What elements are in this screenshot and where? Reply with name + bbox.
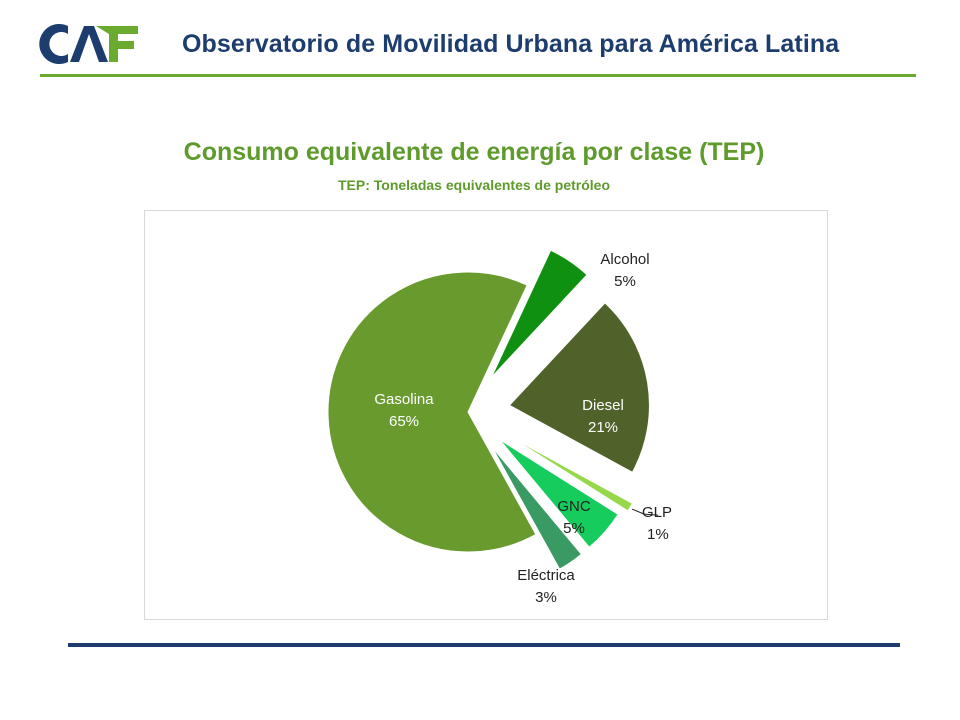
slice-value-label: 5% (614, 273, 636, 290)
slice-label: Gasolina (374, 391, 434, 408)
pie-slice-diesel (508, 302, 650, 473)
slice-label: GLP (642, 504, 672, 521)
pie-labels: Alcohol 5% Diesel 21% GLP 1% GNC 5% Eléctrica 3% G… (374, 251, 672, 606)
chart-subtitle: TEP: Toneladas equivalentes de petróleo (337, 177, 611, 193)
pie-slices (327, 249, 650, 570)
header-divider (40, 74, 916, 77)
slice-label: Diesel (582, 397, 624, 414)
slide-header: Observatorio de Movilidad Urbana para Am… (0, 0, 960, 80)
slice-value-label: 3% (535, 589, 557, 606)
slice-label: Eléctrica (517, 567, 575, 584)
glp-leader-line (631, 508, 659, 516)
pie-slice-gnc (499, 439, 619, 548)
header-title: Observatorio de Movilidad Urbana para Am… (182, 30, 840, 58)
pie-slice-glp (509, 435, 633, 512)
slice-value-label: 65% (389, 413, 419, 430)
slice-label: Alcohol (600, 251, 649, 268)
footer-divider (68, 643, 900, 647)
chart-title: Consumo equivalente de energía por clase… (183, 138, 765, 166)
slice-value-label: 5% (563, 520, 585, 537)
slice-label: GNC (557, 498, 591, 515)
slice-value-label: 21% (588, 419, 618, 436)
pie-slice-gasolina (327, 271, 537, 553)
pie-slice-electrica (491, 446, 583, 570)
caf-logo (39, 24, 138, 64)
slice-value-label: 1% (647, 526, 669, 543)
pie-slice-alcohol (491, 249, 588, 378)
